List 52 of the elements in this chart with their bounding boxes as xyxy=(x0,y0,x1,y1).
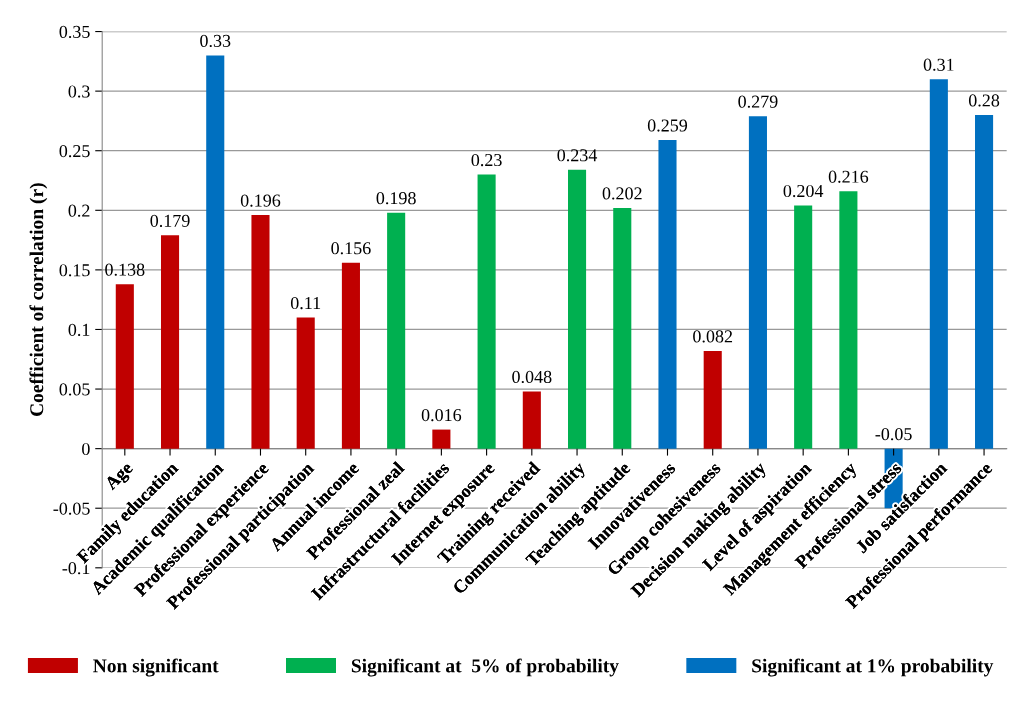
bar xyxy=(432,429,451,449)
data-label: 0.082 xyxy=(693,330,733,343)
data-label: 0.234 xyxy=(557,149,598,162)
bar xyxy=(160,235,180,449)
y-tick-label: 0.2 xyxy=(68,204,90,217)
data-label: 0.198 xyxy=(376,192,416,205)
data-label: 0.138 xyxy=(105,263,145,276)
y-tick-label: 0.3 xyxy=(68,85,90,98)
data-label: 0.048 xyxy=(512,370,552,384)
data-label: 0.31 xyxy=(923,58,954,71)
y-axis-title: Coefficient of correlation (r) xyxy=(29,183,48,416)
bar xyxy=(251,215,270,449)
bar xyxy=(477,174,496,449)
y-tick-label: 0.1 xyxy=(68,323,90,336)
data-label: 0.259 xyxy=(647,119,688,132)
data-label: 0.33 xyxy=(200,34,231,48)
bar xyxy=(929,79,948,449)
y-tick-label: 0.35 xyxy=(59,25,90,39)
y-tick-label: -0.05 xyxy=(53,502,90,515)
bar xyxy=(613,207,632,449)
data-label: 0.28 xyxy=(968,94,1000,107)
data-label: 0.279 xyxy=(738,95,778,108)
data-label: 0.216 xyxy=(828,170,869,183)
data-label: 0.016 xyxy=(421,408,462,422)
y-tick-label: 0 xyxy=(82,442,90,456)
bar xyxy=(522,391,541,449)
data-label: 0.23 xyxy=(471,153,502,167)
data-label: 0.202 xyxy=(602,187,642,200)
y-tick-label: 0.25 xyxy=(59,144,90,158)
bar xyxy=(296,317,315,449)
data-label: 0.156 xyxy=(331,242,371,255)
bar xyxy=(794,205,813,449)
bar xyxy=(568,169,587,449)
legend-label: Non significant xyxy=(93,658,219,677)
bar xyxy=(115,284,134,449)
bar xyxy=(387,212,406,449)
bar xyxy=(975,114,994,449)
data-label: 0.204 xyxy=(783,184,824,198)
legend-label: Significant at 5% of probability xyxy=(351,658,619,677)
data-label: 0.179 xyxy=(150,214,190,227)
bar xyxy=(341,262,360,449)
bar xyxy=(206,55,225,449)
data-label: 0.196 xyxy=(240,194,281,207)
bar xyxy=(658,139,677,449)
y-tick-label: 0.15 xyxy=(59,264,90,277)
bar xyxy=(748,116,767,449)
bar xyxy=(839,191,858,449)
bar xyxy=(703,350,722,449)
legend-label: Significant at 1% probability xyxy=(752,658,994,677)
y-tick-label: 0.05 xyxy=(59,383,90,396)
data-label: 0.11 xyxy=(290,296,321,310)
data-label: -0.05 xyxy=(875,428,912,441)
